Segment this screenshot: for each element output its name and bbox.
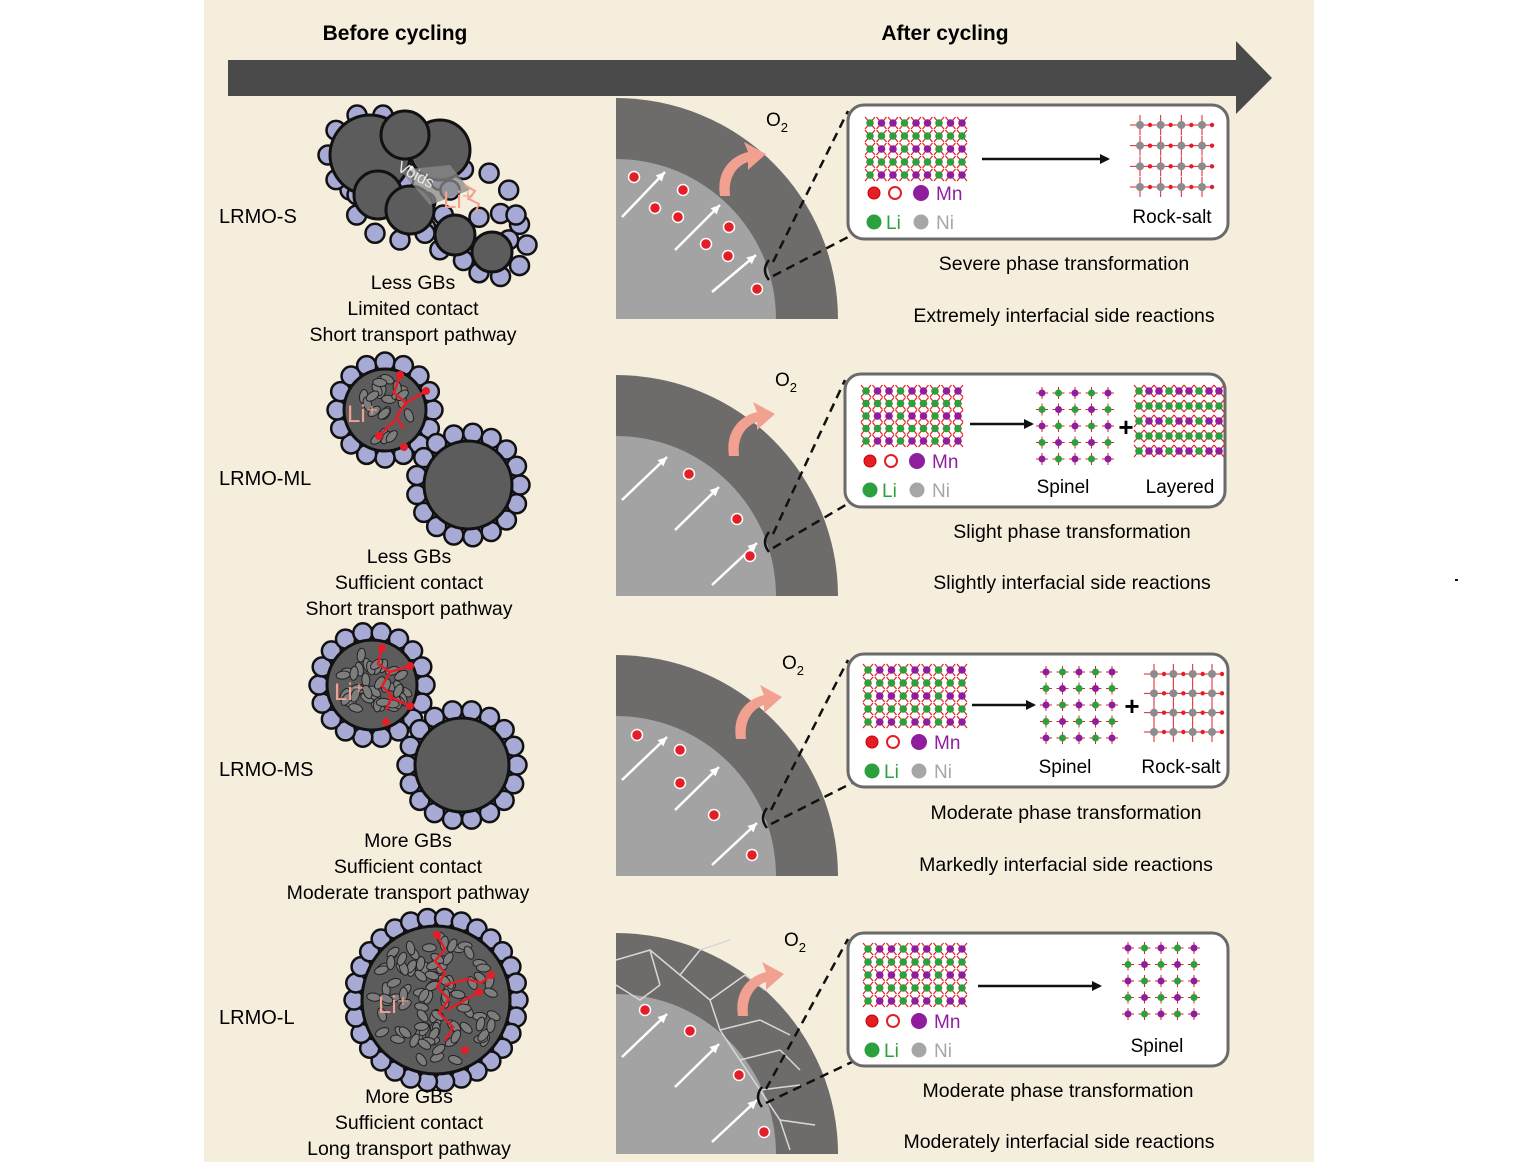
o2-label: O2: [782, 653, 804, 678]
side-reaction-caption: Markedly interfacial side reactions: [919, 854, 1213, 876]
rocksalt-structure-icon: [1144, 664, 1225, 742]
caption-line-2: Limited contact: [347, 298, 479, 320]
layered-structure-icon: [1133, 384, 1225, 458]
legend-ni-label: Ni: [932, 481, 950, 502]
legend-li-label: Li: [886, 213, 901, 234]
header-before-cycling: Before cycling: [323, 22, 468, 45]
nanoparticle-ring: [454, 202, 538, 288]
product-label: Spinel: [1131, 1036, 1184, 1057]
element-legend: Mn Li Ni: [866, 184, 962, 234]
element-legend: Mn Li Ni: [862, 452, 958, 502]
caption-line-2: Sufficient contact: [335, 1112, 484, 1134]
phase-caption: Moderate phase transformation: [931, 802, 1202, 824]
layered-structure-icon: [860, 384, 964, 448]
row-lrmo-l: LRMO-L Li⁺ More GBs Sufficient contact L…: [219, 907, 529, 1160]
phase-caption: Moderate phase transformation: [923, 1080, 1194, 1102]
particle-cluster-ml: Li⁺: [326, 351, 531, 548]
caption-line-2: Sufficient contact: [334, 856, 483, 878]
caption-line-2: Sufficient contact: [335, 572, 484, 594]
li-ion-label: Li⁺: [347, 401, 378, 428]
row-label: LRMO-MS: [219, 759, 313, 781]
caption-line-1: More GBs: [365, 1086, 453, 1108]
row-label: LRMO-S: [219, 206, 297, 228]
legend-ni-label: Ni: [934, 762, 952, 783]
product-label: Spinel: [1037, 477, 1090, 498]
legend-mn-label: Mn: [934, 1012, 960, 1033]
layered-structure-icon: [862, 663, 968, 729]
legend-li-label: Li: [884, 762, 899, 783]
product-label: Rock-salt: [1141, 757, 1221, 778]
caption-line-1: Less GBs: [371, 272, 456, 294]
particle-cluster-small: Voids Li⁺: [317, 104, 538, 288]
particle-cluster-ms: Li⁺: [308, 622, 528, 830]
legend-li-label: Li: [884, 1041, 899, 1062]
o2-label: O2: [784, 930, 806, 955]
timeline-arrow: [228, 41, 1272, 114]
layered-structure-icon: [864, 116, 968, 182]
phase-caption: Slight phase transformation: [953, 521, 1190, 543]
phase-box-row-2: + Spinel Layered Mn Li Ni: [843, 372, 1227, 509]
li-ion-label: Li⁺: [378, 992, 409, 1019]
li-ion-label: Li⁺: [334, 679, 365, 706]
spinel-structure-icon: [1120, 940, 1202, 1022]
phase-caption: Severe phase transformation: [939, 253, 1189, 275]
o2-label: O2: [775, 370, 797, 395]
phase-box-row-4: Spinel Mn Li Ni: [846, 931, 1230, 1068]
product-label: Rock-salt: [1132, 207, 1212, 228]
stray-mark: [1455, 579, 1458, 581]
caption-line-1: Less GBs: [367, 546, 452, 568]
layered-structure-icon: [862, 942, 968, 1008]
plus-sign: +: [1124, 691, 1139, 721]
row-lrmo-s: LRMO-S Voids Li⁺ Less GBs Limited contac…: [219, 104, 538, 346]
legend-mn-label: Mn: [934, 733, 960, 754]
caption-line-3: Short transport pathway: [309, 324, 516, 346]
element-legend: Mn Li Ni: [864, 1012, 960, 1062]
primary-grains: [366, 931, 501, 1067]
phase-box-row-1: Rock-salt Mn Li Ni: [846, 103, 1230, 241]
phase-box-row-3: + Spinel Rock-salt Mn Li Ni: [846, 652, 1230, 789]
header-after-cycling: After cycling: [881, 22, 1008, 45]
spinel-structure-icon: [1034, 385, 1116, 467]
plus-sign: +: [1118, 412, 1133, 442]
side-reaction-caption: Moderately interfacial side reactions: [903, 1131, 1214, 1153]
caption-line-1: More GBs: [364, 830, 452, 852]
row-lrmo-ms: LRMO-MS Li⁺ More GBs Sufficient contact …: [219, 622, 530, 904]
legend-li-label: Li: [882, 481, 897, 502]
row-label: LRMO-ML: [219, 468, 311, 490]
legend-ni-label: Ni: [934, 1041, 952, 1062]
side-reaction-caption: Extremely interfacial side reactions: [913, 305, 1215, 327]
caption-line-3: Long transport pathway: [307, 1138, 511, 1160]
rocksalt-structure-icon: [1130, 115, 1215, 197]
legend-mn-label: Mn: [936, 184, 962, 205]
row-label: LRMO-L: [219, 1007, 295, 1029]
legend-ni-label: Ni: [936, 213, 954, 234]
row-lrmo-ml: LRMO-ML Li⁺ Less GBs Sufficient contact …: [219, 351, 531, 620]
nanoparticle-ring: [406, 422, 531, 548]
spinel-structure-icon: [1038, 664, 1120, 746]
surface-schematic-2: O2: [616, 370, 850, 596]
element-legend: Mn Li Ni: [864, 733, 960, 783]
side-reaction-caption: Slightly interfacial side reactions: [933, 572, 1211, 594]
caption-line-3: Moderate transport pathway: [287, 882, 530, 904]
li-ion-label: Li⁺: [443, 187, 474, 214]
particle-cluster-large: Li⁺: [343, 907, 529, 1093]
o2-label: O2: [766, 110, 788, 135]
product-label: Layered: [1146, 477, 1215, 498]
product-label: Spinel: [1039, 757, 1092, 778]
surface-schematic-1: O2: [616, 98, 853, 319]
caption-line-3: Short transport pathway: [305, 598, 512, 620]
surface-schematic-3: O2: [616, 653, 853, 876]
surface-schematic-4: O2: [615, 930, 853, 1154]
legend-mn-label: Mn: [932, 452, 958, 473]
